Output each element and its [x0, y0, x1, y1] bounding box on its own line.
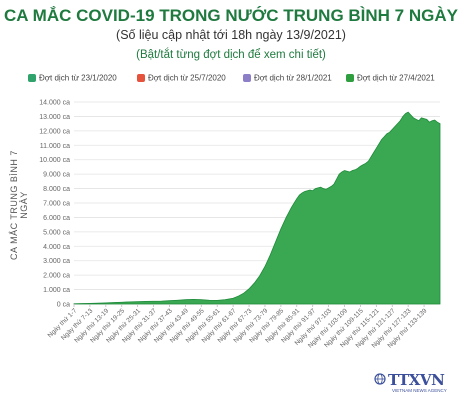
area-series-path[interactable] — [73, 111, 441, 305]
y-tick-label: 5.000 ca — [43, 229, 70, 236]
area-chart: 0 ca 1.000 ca 2.000 ca 3.000 ca 4.000 ca 5.00… — [39, 100, 441, 349]
y-tick-label: 1.000 ca — [43, 287, 70, 294]
legend-label-wave-1: Đợt dịch từ 23/1/2020 — [39, 73, 117, 83]
legend: Đợt dịch từ 23/1/2020 Đợt dịch từ 25/7/2… — [28, 73, 448, 87]
y-tick-label: 4.000 ca — [43, 244, 70, 251]
legend-swatch-wave-2 — [137, 73, 145, 82]
logo-text: TTXVN — [388, 371, 445, 389]
legend-swatch-wave-3 — [243, 73, 251, 82]
y-tick-label: 11.000 ca — [40, 143, 70, 150]
y-tick-labels: 0 ca 1.000 ca 2.000 ca 3.000 ca 4.000 ca 5.00… — [39, 100, 70, 309]
legend-item-wave-1[interactable]: Đợt dịch từ 23/1/2020 — [28, 73, 117, 82]
legend-item-wave-3[interactable]: Đợt dịch từ 28/1/2021 — [243, 73, 332, 82]
grid-lines — [74, 101, 440, 305]
chart-subtitle: (Số liệu cập nhật tới 18h ngày 13/9/2021… — [116, 28, 346, 42]
legend-label-wave-2: Đợt dịch từ 25/7/2020 — [148, 73, 226, 83]
legend-swatch-wave-1 — [28, 73, 36, 82]
ttxvn-logo: TTXVN VIETNAM NEWS AGENCY — [374, 371, 454, 395]
chart-title: CA MẮC COVID-19 TRONG NƯỚC TRUNG BÌNH 7 … — [4, 6, 458, 25]
globe-icon — [374, 373, 386, 385]
y-tick-label: 7.000 ca — [43, 201, 70, 208]
y-tick-label: 14.000 ca — [39, 100, 70, 107]
legend-label-wave-4: Đợt dịch từ 27/4/2021 — [357, 73, 435, 83]
y-tick-label: 0 ca — [57, 302, 70, 309]
legend-label-wave-3: Đợt dịch từ 28/1/2021 — [254, 73, 332, 83]
y-tick-label: 8.000 ca — [43, 186, 70, 193]
y-tick-label: 9.000 ca — [43, 172, 70, 179]
y-tick-label: 13.000 ca — [39, 114, 70, 121]
toggle-hint: (Bật/tắt từng đợt dịch để xem chi tiết) — [136, 49, 326, 61]
y-tick-label: 3.000 ca — [43, 258, 70, 265]
y-tick-label: 2.000 ca — [43, 273, 70, 280]
y-tick-label: 10.000 ca — [39, 157, 70, 164]
legend-swatch-wave-4 — [346, 73, 354, 82]
legend-item-wave-2[interactable]: Đợt dịch từ 25/7/2020 — [137, 73, 226, 82]
y-tick-label: 6.000 ca — [43, 215, 70, 222]
logo-subtext: VIETNAM NEWS AGENCY — [392, 388, 447, 393]
y-tick-label: 12.000 ca — [39, 128, 70, 135]
legend-item-wave-4[interactable]: Đợt dịch từ 27/4/2021 — [346, 73, 435, 82]
area-series — [73, 111, 441, 305]
